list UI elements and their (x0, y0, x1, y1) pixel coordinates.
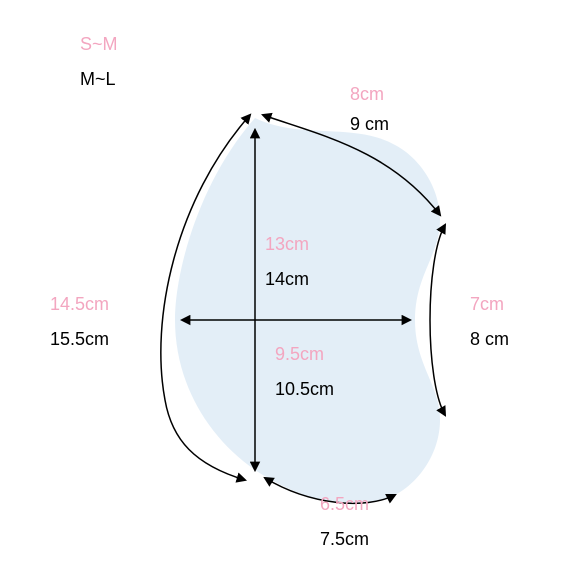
label-top-ml: 9 cm (350, 114, 389, 134)
label-width-ml: 10.5cm (275, 379, 334, 399)
label-left-ml: 15.5cm (50, 329, 109, 349)
label-right-ml: 8 cm (470, 329, 509, 349)
label-left-sm: 14.5cm (50, 294, 109, 314)
mask-diagram: S~M M~L 8cm 9 cm 14.5cm 15.5cm 13cm 14cm… (0, 0, 583, 583)
label-right-sm: 7cm (470, 294, 504, 314)
label-height-ml: 14cm (265, 269, 309, 289)
legend-ml: M~L (80, 69, 116, 89)
legend-sm: S~M (80, 34, 118, 54)
label-bottom-sm: 6.5cm (320, 494, 369, 514)
label-width-sm: 9.5cm (275, 344, 324, 364)
label-bottom-ml: 7.5cm (320, 529, 369, 549)
label-top-sm: 8cm (350, 84, 384, 104)
label-height-sm: 13cm (265, 234, 309, 254)
